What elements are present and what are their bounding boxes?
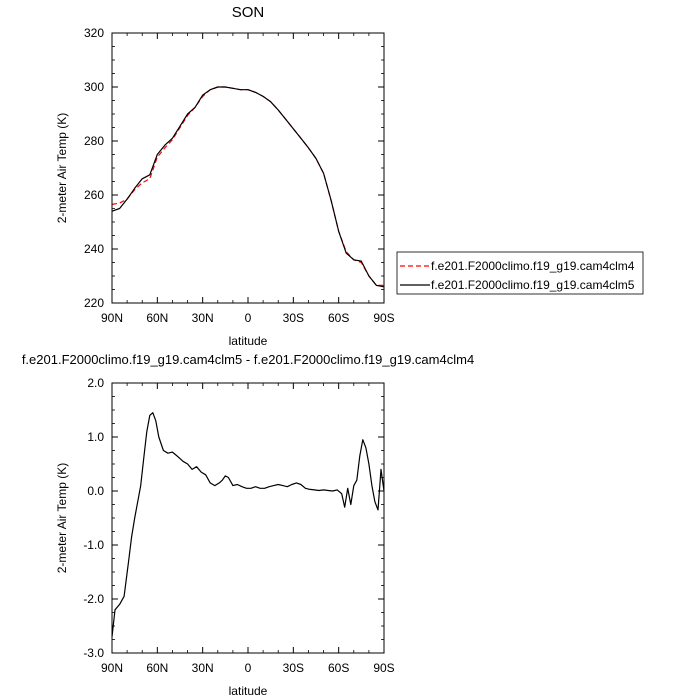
- y-axis-label: 2-meter Air Temp (K): [55, 113, 69, 223]
- legend-label-cam4clm4: f.e201.F2000climo.f19_g19.cam4clm4: [431, 259, 635, 273]
- y-tick-label: -3.0: [83, 646, 104, 660]
- legend: f.e201.F2000climo.f19_g19.cam4clm4 f.e20…: [396, 251, 644, 295]
- difference-panel: f.e201.F2000climo.f19_g19.cam4clm5 - f.e…: [22, 352, 474, 698]
- y-tick-label: 280: [84, 134, 104, 148]
- series-line-1-0: [111, 412, 385, 637]
- chart-title: SON: [232, 4, 265, 21]
- y-axis-label-bottom: 2-meter Air Temp (K): [55, 463, 69, 573]
- plot-frame-bottom: [111, 382, 385, 654]
- series-line-0-0: [111, 86, 384, 286]
- x-tick-label: 30S: [283, 661, 304, 675]
- y-tick-label: 260: [84, 188, 104, 202]
- y-tick-label: 320: [84, 26, 104, 40]
- y-tick-label: 220: [84, 296, 104, 310]
- y-tick-label: 0.0: [87, 484, 104, 498]
- x-tick-label: 30S: [283, 311, 304, 325]
- x-tick-label: 90S: [373, 311, 394, 325]
- x-tick-label: 90N: [101, 311, 123, 325]
- x-tick-label: 30N: [192, 661, 214, 675]
- y-tick-label: 1.0: [87, 430, 104, 444]
- x-tick-label: 60N: [146, 311, 168, 325]
- temperature-panel: SON 90N 60N 30N 0 30S 60S 90S 220 240 260 280 300 3…: [55, 4, 395, 348]
- y-tick-label: -2.0: [83, 592, 104, 606]
- y-tick-label: 240: [84, 242, 104, 256]
- x-axis-label: latitude: [229, 334, 268, 348]
- series-line-0-1: [111, 86, 385, 288]
- x-tick-label: 60S: [328, 311, 349, 325]
- x-tick-label: 30N: [192, 311, 214, 325]
- legend-label-cam4clm5: f.e201.F2000climo.f19_g19.cam4clm5: [431, 278, 635, 292]
- y-tick-label: 2.0: [87, 376, 104, 390]
- legend-box: [396, 251, 644, 295]
- x-tick-label: 0: [245, 661, 252, 675]
- x-tick-label: 90N: [101, 661, 123, 675]
- x-tick-label: 90S: [373, 661, 394, 675]
- x-tick-label: 60S: [328, 661, 349, 675]
- x-tick-label: 0: [245, 311, 252, 325]
- y-tick-label: -1.0: [83, 538, 104, 552]
- y-tick-label: 300: [84, 80, 104, 94]
- x-tick-label: 60N: [146, 661, 168, 675]
- x-axis-label-bottom: latitude: [229, 684, 268, 698]
- difference-title: f.e201.F2000climo.f19_g19.cam4clm5 - f.e…: [22, 352, 474, 367]
